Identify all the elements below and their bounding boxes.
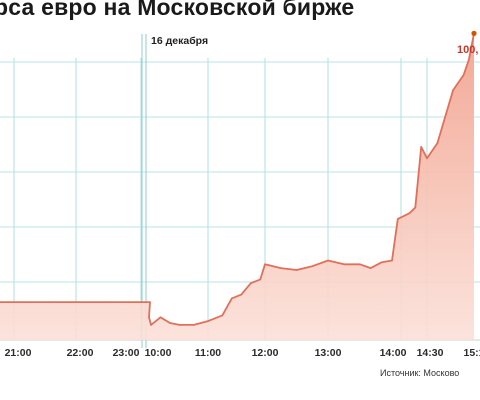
data-point bbox=[148, 316, 150, 319]
data-point bbox=[193, 324, 195, 326]
data-point bbox=[397, 218, 399, 220]
data-point bbox=[452, 89, 454, 91]
data-point bbox=[414, 206, 417, 209]
data-point bbox=[420, 146, 423, 148]
data-point bbox=[207, 320, 209, 322]
data-point bbox=[159, 316, 162, 319]
data-point bbox=[369, 267, 372, 269]
data-point bbox=[79, 301, 81, 303]
area-fill bbox=[0, 33, 474, 341]
x-tick-label: 21:00 bbox=[5, 347, 32, 359]
data-point bbox=[408, 212, 411, 214]
x-tick-labels: 21:00 22:00 23:00 10:00 11:00 12:00 13:00 14:00… bbox=[5, 347, 480, 359]
chart-title: рса евро на Московской бирже bbox=[0, 0, 355, 20]
data-point bbox=[264, 263, 266, 266]
data-point bbox=[343, 263, 345, 266]
data-point bbox=[436, 142, 439, 144]
data-point bbox=[359, 263, 361, 266]
data-point bbox=[221, 314, 224, 317]
data-point bbox=[17, 301, 19, 303]
data-point bbox=[468, 59, 470, 61]
data-point bbox=[327, 259, 329, 262]
data-point bbox=[149, 301, 151, 303]
data-point bbox=[140, 301, 142, 303]
x-tick-label: 11:00 bbox=[195, 347, 221, 359]
data-point bbox=[0, 301, 1, 303]
data-point bbox=[109, 301, 112, 303]
data-point bbox=[169, 322, 171, 324]
source-note: Источник: Москово bbox=[380, 368, 460, 378]
data-point bbox=[259, 278, 262, 281]
data-point bbox=[380, 261, 383, 264]
data-point bbox=[280, 267, 282, 269]
data-point bbox=[178, 324, 181, 326]
data-point bbox=[48, 301, 50, 303]
data-point bbox=[231, 297, 233, 300]
x-tick-label: 14:00 bbox=[380, 347, 407, 359]
data-point bbox=[462, 74, 465, 76]
x-tick-label: 15:1 bbox=[463, 347, 480, 359]
x-tick-label: 22:00 bbox=[67, 347, 94, 359]
data-point bbox=[240, 293, 243, 296]
data-point bbox=[150, 324, 152, 326]
data-point bbox=[295, 269, 298, 271]
x-tick-label: 23:00 bbox=[113, 347, 140, 359]
x-tick-label: 13:00 bbox=[315, 347, 342, 359]
data-points bbox=[0, 30, 477, 326]
x-tick-label: 14:30 bbox=[417, 347, 444, 359]
peak-value-label: 100, bbox=[457, 44, 478, 56]
data-point bbox=[426, 157, 428, 160]
data-point bbox=[250, 282, 252, 285]
peak-marker bbox=[471, 30, 477, 36]
x-tick-label: 10:00 bbox=[145, 347, 172, 359]
x-tick-label: 12:00 bbox=[252, 347, 279, 359]
data-point bbox=[391, 259, 393, 262]
data-point bbox=[311, 265, 314, 268]
date-annotation: 16 декабря bbox=[151, 35, 208, 47]
